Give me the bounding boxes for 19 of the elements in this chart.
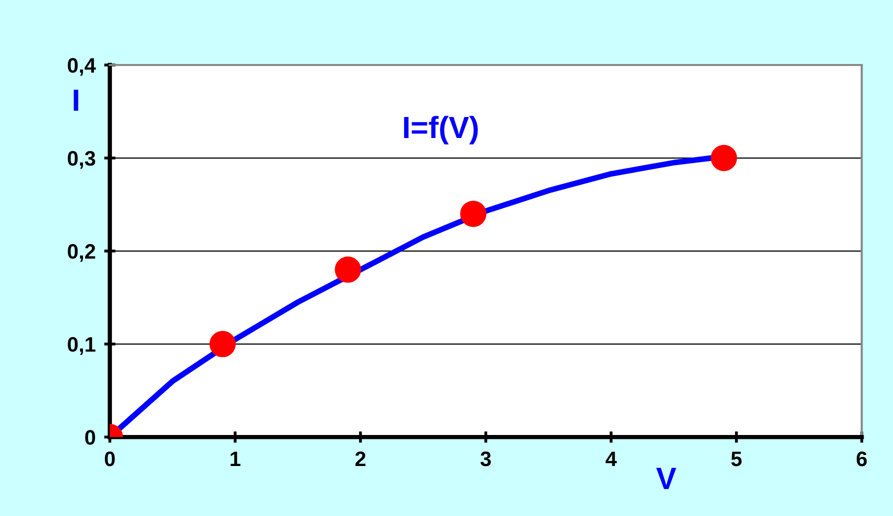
- y-tick-label: 0,1: [68, 337, 96, 355]
- x-tick-label: 1: [230, 452, 240, 466]
- x-tick-label: 4: [606, 452, 617, 466]
- x-tick-label: 0: [104, 451, 115, 466]
- y-tick-label: 0,3: [68, 151, 96, 169]
- x-tick-label: 6: [856, 451, 867, 466]
- point: [460, 200, 486, 227]
- y-tick-label: 0,2: [68, 244, 96, 262]
- x-tick-label: 2: [355, 451, 366, 466]
- y-axis-title: I: [74, 90, 78, 111]
- point: [334, 256, 362, 283]
- x-tick-label: 5: [731, 452, 742, 466]
- x-tick-label: 3: [480, 451, 491, 466]
- text: I=f(V): [404, 116, 478, 144]
- y-tick-label: 0: [85, 430, 96, 445]
- point: [210, 330, 236, 358]
- y-tick-label: 0,4: [68, 58, 96, 76]
- x-axis-title: V: [656, 468, 676, 489]
- point: [710, 144, 738, 172]
